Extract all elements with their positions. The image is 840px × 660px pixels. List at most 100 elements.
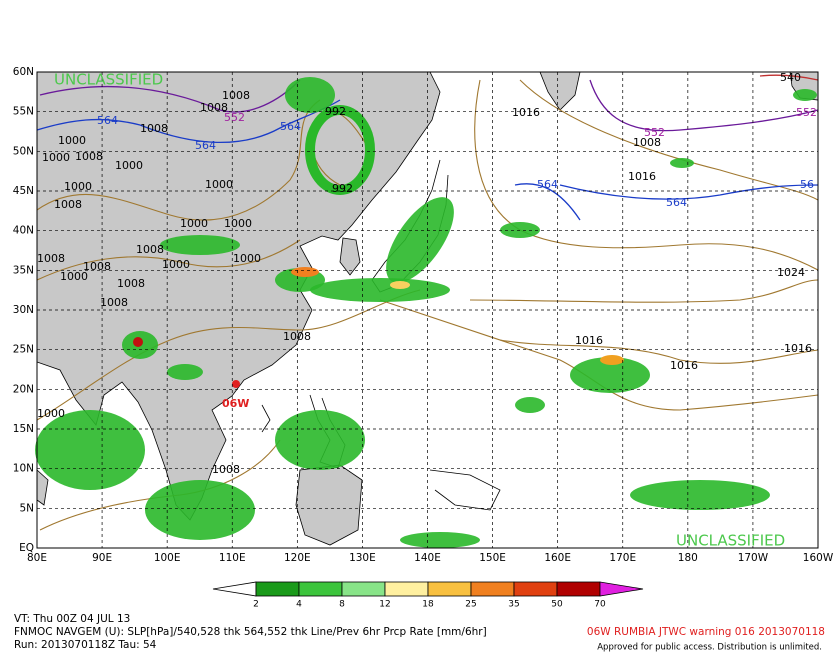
contour-label: 1008 (222, 89, 250, 102)
contour-label: 1000 (224, 217, 252, 230)
contour-label: 1000 (162, 258, 190, 271)
colorbar-segment (556, 581, 601, 597)
precipitation-core (133, 267, 624, 388)
contour-label: 1008 (283, 330, 311, 343)
contour-label: 1000 (180, 217, 208, 230)
storm-label: 06W (222, 397, 249, 410)
lat-label: 35N (13, 264, 34, 276)
lat-lon-grid (37, 72, 818, 548)
thickness-contours (36, 74, 819, 221)
lat-label: 45N (13, 185, 34, 197)
contour-label: 1000 (60, 270, 88, 283)
lat-label: 60N (13, 66, 34, 78)
lon-label: 100E (154, 552, 181, 564)
classification: UNCLASSIFIED (676, 532, 785, 550)
lon-label: 180 (678, 552, 698, 564)
lon-label: 80E (27, 552, 47, 564)
thickness-label: 564 (537, 178, 558, 191)
lat-label: 50N (13, 145, 34, 157)
lon-label: 160E (544, 552, 571, 564)
thickness-label: 564 (97, 114, 118, 127)
contour-label: 1016 (784, 342, 812, 355)
contour-label: 1000 (205, 178, 233, 191)
lat-label: 40N (13, 225, 34, 237)
release-note: Approved for public access. Distribution… (597, 643, 822, 653)
lon-label: 90E (92, 552, 112, 564)
thickness-label: 552 (224, 111, 245, 124)
colorbar-segment (255, 581, 300, 597)
classification: UNCLASSIFIED (54, 71, 163, 89)
colorbar-segment (341, 581, 386, 597)
valid-time: VT: Thu 00Z 04 JUL 13 (14, 613, 130, 625)
lon-label: 120E (284, 552, 311, 564)
colorbar-label: 12 (379, 600, 390, 610)
contour-label: 1000 (115, 159, 143, 172)
thickness-label: 564 (280, 120, 301, 133)
lat-label: 5N (19, 502, 34, 514)
run-info: Run: 2013070118Z Tau: 54 (14, 639, 157, 651)
lat-label: 55N (13, 106, 34, 118)
contour-label: 1008 (75, 150, 103, 163)
contour-label: 1008 (54, 198, 82, 211)
contour-label: 992 (332, 182, 353, 195)
contour-label: 992 (325, 105, 346, 118)
slp-contours (36, 79, 819, 531)
colorbar-arrow-high (599, 581, 644, 597)
lon-label: 170E (609, 552, 636, 564)
colorbar-segment (470, 581, 515, 597)
lat-label: 20N (13, 383, 34, 395)
contour-label: 1024 (777, 266, 805, 279)
thickness-label: 552 (796, 106, 817, 119)
contour-label: 1000 (58, 134, 86, 147)
map-frame (36, 71, 819, 549)
contour-label: 1008 (140, 122, 168, 135)
colorbar-label: 18 (422, 600, 434, 610)
colorbar-label: 4 (296, 600, 302, 610)
contour-label: 1016 (512, 106, 540, 119)
colorbar-label: 70 (594, 600, 606, 610)
colorbar-segment (427, 581, 472, 597)
lat-label: EQ (19, 542, 34, 554)
colorbar-segment (513, 581, 558, 597)
lat-label: 25N (13, 344, 34, 356)
contour-label: 1008 (83, 260, 111, 273)
colorbar-segment (384, 581, 429, 597)
colorbar-arrow-low (212, 581, 257, 597)
description: FNMOC NAVGEM (U): SLP[hPa]/540,528 thk 5… (14, 626, 487, 638)
lon-label: 140E (414, 552, 441, 564)
contour-label: 1008 (633, 136, 661, 149)
contour-label: 1016 (628, 170, 656, 183)
contour-label: 1000 (64, 180, 92, 193)
thickness-label: 56 (800, 178, 814, 191)
lon-label: 170W (738, 552, 769, 564)
contour-label: 1000 (42, 151, 70, 164)
lat-label: 15N (13, 423, 34, 435)
lon-label: 130E (349, 552, 376, 564)
contour-label: 1008 (136, 243, 164, 256)
contour-labels: 1008 1008 1000 1008 1000 1000 1008 1000 … (37, 71, 817, 476)
contour-label: 1016 (575, 334, 603, 347)
thickness-label: 540 (780, 71, 801, 84)
contour-label: 1008 (200, 101, 228, 114)
thickness-label: 552 (644, 126, 665, 139)
colorbar-label: 25 (465, 600, 476, 610)
contour-label: 1000 (233, 252, 261, 265)
colorbar-label: 35 (508, 600, 519, 610)
colorbar: 2 4 8 12 18 25 35 50 70 (212, 581, 644, 610)
colorbar-label: 8 (339, 600, 345, 610)
thickness-label: 564 (195, 139, 216, 152)
thickness-label: 564 (666, 196, 687, 209)
lon-label: 160W (803, 552, 834, 564)
contour-label: 1000 (37, 407, 65, 420)
lat-label: 30N (13, 304, 34, 316)
colorbar-label: 50 (551, 600, 563, 610)
lon-label: 150E (479, 552, 506, 564)
warning: 06W RUMBIA JTWC warning 016 2013070118 (587, 626, 825, 638)
contour-label: 1008 (100, 296, 128, 309)
contour-label: 1008 (212, 463, 240, 476)
colorbar-segment (298, 581, 343, 597)
lon-label: 110E (219, 552, 246, 564)
lat-label: 10N (13, 463, 34, 475)
